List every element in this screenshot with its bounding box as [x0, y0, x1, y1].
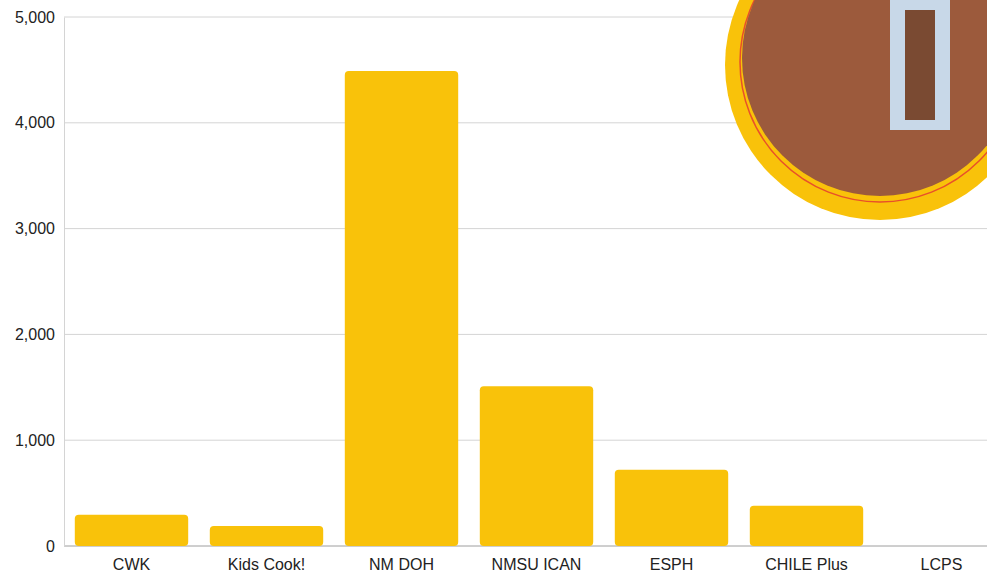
y-tick: 5,000	[15, 9, 64, 26]
y-tick: 0	[46, 538, 64, 555]
x-tick: NMSU ICAN	[492, 546, 582, 573]
bar	[615, 470, 728, 546]
x-tick-label: Kids Cook!	[228, 556, 305, 573]
y-axis-line	[64, 18, 65, 547]
grid-line	[64, 228, 987, 229]
bar	[885, 546, 987, 547]
x-tick: ESPH	[650, 546, 694, 573]
bar	[345, 71, 458, 546]
decoration-window	[905, 10, 935, 120]
y-tick-label: 5,000	[15, 9, 55, 26]
decoration-ring	[725, 0, 987, 220]
x-tick: Kids Cook!	[228, 546, 305, 573]
bar	[750, 506, 863, 546]
grid-line	[64, 334, 987, 335]
chart: 0 1,000 2,000 3,000 4,000 5,000 CWK Kids Cook! N…	[0, 0, 987, 578]
x-axis: CWK Kids Cook! NM DOH NMSU ICAN ESPH CHILE Pl…	[65, 546, 987, 573]
x-tick-label: NM DOH	[369, 556, 434, 573]
y-tick-label: 4,000	[15, 114, 55, 131]
y-tick-label: 2,000	[15, 326, 55, 343]
y-tick-label: 0	[46, 538, 55, 555]
x-axis-line	[65, 546, 987, 547]
bar	[210, 526, 323, 546]
decoration-photo	[742, 0, 987, 196]
y-tick: 1,000	[15, 432, 64, 449]
x-tick-label: CWK	[113, 556, 151, 573]
y-tick-label: 1,000	[15, 432, 55, 449]
y-tick: 3,000	[15, 220, 64, 237]
x-tick-label: CHILE Plus	[765, 556, 848, 573]
y-tick: 2,000	[15, 326, 64, 343]
bar	[75, 515, 188, 546]
y-tick: 4,000	[15, 114, 64, 131]
decoration-window	[890, 0, 950, 130]
decoration	[725, 0, 987, 220]
y-tick-label: 3,000	[15, 220, 55, 237]
x-tick: LCPS	[921, 546, 963, 573]
y-axis: 0 1,000 2,000 3,000 4,000 5,000	[15, 9, 65, 555]
x-tick: CWK	[113, 546, 151, 573]
x-tick-label: NMSU ICAN	[492, 556, 582, 573]
bars	[75, 71, 863, 546]
x-tick-label: LCPS	[921, 556, 963, 573]
x-tick: CHILE Plus	[765, 546, 848, 573]
x-tick-label: ESPH	[650, 556, 694, 573]
x-tick: NM DOH	[369, 546, 434, 573]
bar	[480, 386, 593, 546]
